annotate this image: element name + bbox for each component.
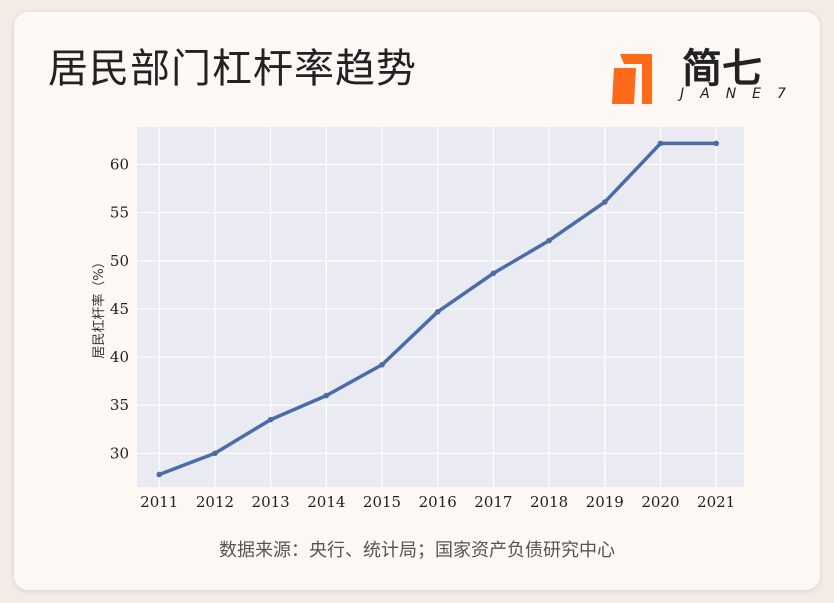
x-tick-labels: 2011 2012 2013 2014 2015 2016 2017 2018 2019 2020… (140, 493, 735, 511)
x-tick-label: 2013 (252, 493, 290, 511)
x-tick-label: 2016 (419, 493, 457, 511)
x-tick-label: 2011 (140, 493, 178, 511)
y-tick-label: 60 (110, 156, 129, 174)
y-tick-label: 35 (110, 396, 129, 414)
source-note: 数据来源：央行、统计局；国家资产负债研究中心 (219, 540, 615, 561)
x-tick-label: 2020 (641, 493, 679, 511)
plot-area (137, 127, 744, 487)
data-point (267, 416, 274, 423)
logo-mark-left (612, 68, 636, 104)
x-tick-label: 2014 (307, 493, 345, 511)
x-tick-label: 2018 (530, 493, 568, 511)
data-point (323, 392, 330, 399)
data-point (713, 140, 719, 147)
page-title: 居民部门杠杆率趋势 (48, 46, 417, 92)
y-tick-label: 45 (110, 300, 129, 318)
y-tick-label: 40 (110, 348, 129, 366)
x-tick-label: 2015 (363, 493, 401, 511)
x-tick-label: 2019 (586, 493, 624, 511)
y-axis-label: 居民杠杆率（%） (91, 255, 107, 358)
data-point (490, 270, 497, 277)
brand-logo-icon (612, 54, 652, 104)
data-point (657, 140, 664, 147)
data-point (156, 471, 163, 478)
y-tick-labels: 30 35 40 45 50 55 60 (110, 156, 129, 463)
logo-mark-right (620, 54, 652, 104)
data-point (212, 450, 218, 457)
logo-subtext: JANE7 (680, 86, 802, 102)
logo-text: 简七 (682, 46, 762, 92)
data-point (379, 361, 385, 368)
y-tick-label: 55 (110, 204, 129, 222)
data-point (546, 237, 552, 244)
data-point (601, 199, 608, 205)
x-tick-label: 2017 (474, 493, 512, 511)
y-tick-label: 50 (110, 252, 129, 270)
series-points (156, 140, 719, 478)
y-tick-label: 30 (110, 444, 129, 462)
x-tick-label: 2012 (196, 493, 234, 511)
data-point (434, 309, 441, 315)
x-tick-label: 2021 (697, 493, 735, 511)
